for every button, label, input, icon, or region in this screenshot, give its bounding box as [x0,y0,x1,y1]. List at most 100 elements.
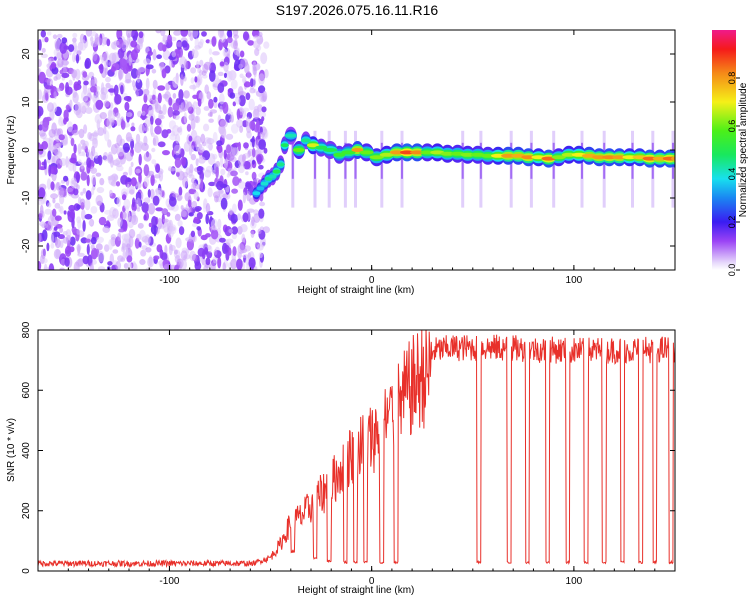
noise-speckle [226,144,231,154]
noise-speckle [143,214,147,221]
noise-speckle [81,89,89,102]
noise-speckle [80,101,88,112]
noise-speckle [247,40,255,46]
noise-speckle [44,36,49,43]
noise-speckle [110,66,116,73]
noise-speckle [44,208,52,215]
noise-speckle [82,255,90,265]
heatmap-y-tick-label: -10 [21,190,32,205]
noise-speckle [163,222,170,233]
noise-speckle [138,31,144,39]
noise-speckle [104,67,109,76]
noise-speckle [55,249,61,258]
noise-speckle [73,81,79,91]
noise-speckle [188,135,193,142]
noise-speckle [84,213,93,220]
noise-speckle [226,173,230,178]
noise-speckle [92,95,98,102]
noise-speckle [92,51,98,62]
noise-speckle [45,116,52,122]
noise-speckle [91,187,95,196]
noise-speckle [65,229,72,238]
noise-speckle [139,229,146,241]
noise-speckle [263,41,270,49]
noise-speckle [93,151,99,159]
noise-speckle [261,106,267,113]
noise-speckle [55,181,60,191]
noise-speckle [39,221,47,227]
noise-speckle [134,237,140,249]
dropout-core [291,142,294,179]
noise-speckle [80,162,85,170]
noise-speckle [237,243,245,255]
ridge-mark [292,148,305,152]
noise-speckle [116,134,123,147]
noise-speckle [219,61,225,67]
noise-speckle [121,41,127,52]
noise-speckle [139,259,146,265]
noise-speckle [188,212,194,217]
noise-speckle [258,85,266,94]
noise-speckle [90,236,97,245]
noise-speckle [50,233,55,244]
noise-speckle [226,36,233,44]
ridge-mark [280,143,289,148]
noise-speckle [77,219,82,229]
noise-speckle [147,105,154,117]
noise-speckle [168,196,177,207]
noise-speckle [99,112,108,120]
noise-speckle [201,70,207,76]
noise-speckle [196,60,200,69]
noise-speckle [108,88,116,93]
noise-speckle [82,71,88,78]
noise-speckle [236,213,242,221]
noise-speckle [264,69,269,79]
ridge-mark [369,155,384,160]
noise-speckle [59,158,67,167]
figure-title: S197.2026.075.16.11.R16 [276,2,439,18]
noise-speckle [69,236,76,246]
noise-speckle [258,139,266,150]
noise-speckle [203,106,210,111]
noise-speckle [147,256,155,268]
noise-speckle [70,177,77,189]
noise-speckle [120,120,126,130]
noise-speckle [122,211,127,220]
noise-speckle [253,35,261,40]
noise-speckle [79,39,87,51]
noise-speckle [180,210,187,218]
heatmap-x-tick-label: -100 [159,275,179,286]
noise-speckle [245,116,251,127]
noise-speckle [72,92,79,104]
noise-speckle [191,145,195,153]
noise-speckle [229,156,237,163]
noise-speckle [61,72,70,78]
noise-speckle [104,209,112,215]
noise-speckle [155,163,161,173]
snr-x-tick-label: -100 [159,576,179,587]
noise-speckle [138,142,145,149]
noise-speckle [259,201,266,207]
noise-speckle [216,189,225,195]
noise-speckle [188,113,195,121]
noise-speckle [217,71,224,77]
noise-speckle [83,124,88,134]
noise-speckle [220,197,228,210]
noise-speckle [226,30,233,38]
noise-speckle [50,242,55,249]
noise-speckle [246,130,252,139]
noise-speckle [96,236,104,243]
noise-speckle [151,147,156,153]
noise-speckle [206,244,212,250]
noise-speckle [175,168,182,173]
dropout-core [328,142,331,179]
noise-speckle [135,168,141,174]
noise-speckle [53,91,57,99]
noise-speckle [208,118,214,123]
noise-speckle [180,30,189,37]
ridge-mark [260,181,269,186]
noise-speckle [118,67,124,80]
noise-speckle [237,164,245,174]
noise-speckle [246,208,255,213]
noise-speckle [116,196,122,207]
